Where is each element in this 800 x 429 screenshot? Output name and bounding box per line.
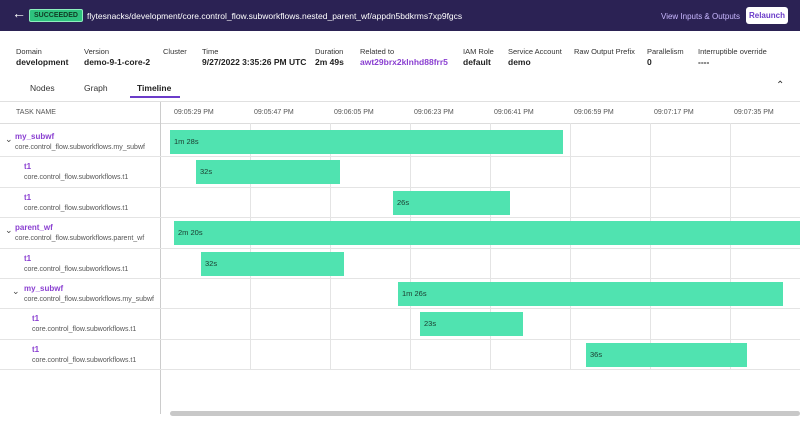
node-type: core.control_flow.subworkflows.t1: [24, 204, 129, 212]
time-label: 09:06:59 PM: [574, 109, 614, 116]
detail-value: 0: [647, 57, 652, 67]
node-type: core.control_flow.subworkflows.my_subwf: [15, 144, 145, 151]
node-name[interactable]: t1: [24, 192, 32, 202]
duration-bar: 1m 28s: [170, 130, 563, 154]
detail-value: default: [463, 57, 491, 67]
detail-label: Cluster: [163, 47, 187, 56]
duration-bar: 32s: [196, 160, 340, 185]
panel-divider: [160, 102, 161, 414]
tab[interactable]: Nodes: [30, 83, 55, 93]
detail-label: Raw Output Prefix: [574, 47, 635, 56]
grid-line: [730, 123, 731, 370]
detail-value: development: [16, 57, 69, 67]
detail-label: Time: [202, 47, 219, 56]
tab-active[interactable]: Timeline: [137, 83, 172, 93]
expand-toggle[interactable]: ⌄: [5, 225, 13, 236]
expand-toggle[interactable]: ⌄: [5, 134, 13, 144]
row-divider: [0, 186, 800, 188]
node-name[interactable]: my_subwf: [15, 132, 55, 141]
detail-value[interactable]: awt29brx2klnhd88frr5: [360, 57, 448, 67]
column-header: TASK NAME: [16, 109, 56, 116]
node-name[interactable]: parent_wf: [15, 223, 53, 233]
time-label: 09:05:29 PM: [174, 109, 214, 116]
grid-line: [570, 123, 571, 370]
tab[interactable]: Graph: [84, 83, 108, 93]
node-type: core.control_flow.subworkflows.t1: [32, 326, 137, 334]
relaunch-button[interactable]: Relaunch: [746, 7, 788, 24]
duration-bar: 36s: [586, 342, 747, 367]
grid-line: [650, 123, 651, 370]
duration-bar: 26s: [393, 190, 510, 215]
detail-label: Related to: [360, 47, 395, 56]
time-label: 09:07:17 PM: [654, 109, 694, 116]
grid-line: [490, 123, 491, 370]
duration-bar: 1m 26s: [398, 282, 783, 306]
breadcrumb-path[interactable]: flytesnacks/development/core.control_flo…: [87, 11, 372, 21]
back-button[interactable]: ←: [12, 5, 26, 21]
node-name[interactable]: my_subwf: [24, 284, 64, 293]
node-name[interactable]: t1: [24, 253, 32, 263]
timeline-header: TASK NAME: [0, 102, 800, 124]
node-name[interactable]: t1: [32, 314, 40, 324]
row-divider: [0, 308, 800, 310]
detail-label: Interruptible override: [698, 47, 767, 56]
detail-value: 9/27/2022 3:35:26 PM UTC: [202, 57, 307, 67]
detail-label: IAM Role: [463, 47, 494, 56]
node-name[interactable]: t1: [24, 162, 32, 172]
tab-bar: Nodes Graph Timeline ⌃: [0, 72, 800, 102]
detail-label: Service Account: [508, 47, 562, 56]
node-type: core.control_flow.subworkflows.parent_wf: [15, 235, 145, 243]
time-label: 09:07:35 PM: [734, 109, 774, 116]
breadcrumb: flytesnacks/development/core.control_flo…: [87, 11, 462, 21]
grid-line: [410, 123, 411, 370]
detail-label: Version: [84, 47, 110, 56]
detail-label: Domain: [16, 47, 42, 56]
row-divider: [0, 369, 800, 371]
view-inputs-link[interactable]: View Inputs & Outputs: [661, 12, 741, 21]
detail-value: ----: [698, 57, 710, 67]
detail-label: Parallelism: [647, 47, 684, 56]
time-label: 09:06:23 PM: [414, 109, 454, 116]
status-badge: SUCCEEDED: [29, 9, 83, 22]
row-divider: [0, 247, 800, 249]
detail-label: Duration: [315, 47, 344, 56]
row-divider: [0, 217, 800, 219]
time-label: 09:05:47 PM: [254, 109, 294, 116]
row-divider: [0, 278, 800, 279]
grid-line: [330, 123, 331, 370]
top-bar: ← SUCCEEDED flytesnacks/development/core…: [0, 0, 800, 31]
time-label: 09:06:41 PM: [494, 109, 534, 116]
tab-underline: [130, 96, 180, 98]
row-divider: [0, 156, 800, 158]
time-label: 09:06:05 PM: [334, 109, 374, 116]
collapse-button[interactable]: ⌃: [776, 80, 785, 91]
duration-bar: 32s: [201, 251, 344, 276]
detail-value: demo-9-1-core-2: [84, 57, 151, 67]
duration-bar: 2m 20s: [174, 221, 800, 246]
scrollbar[interactable]: [170, 411, 800, 416]
expand-toggle[interactable]: ⌄: [12, 286, 20, 296]
row-divider: [0, 338, 800, 340]
grid-line: [250, 123, 251, 370]
node-type: core.control_flow.subworkflows.t1: [24, 265, 129, 273]
detail-value: demo: [508, 57, 531, 67]
detail-value: 2m 49s: [315, 57, 344, 67]
duration-bar: 23s: [420, 312, 523, 337]
node-type: core.control_flow.subworkflows.my_subwf: [24, 296, 154, 303]
node-type: core.control_flow.subworkflows.t1: [24, 174, 129, 182]
node-name[interactable]: t1: [32, 344, 40, 354]
node-type: core.control_flow.subworkflows.t1: [32, 356, 137, 364]
execution-id: appdn5bdkrms7xp9fgcs: [371, 11, 463, 21]
